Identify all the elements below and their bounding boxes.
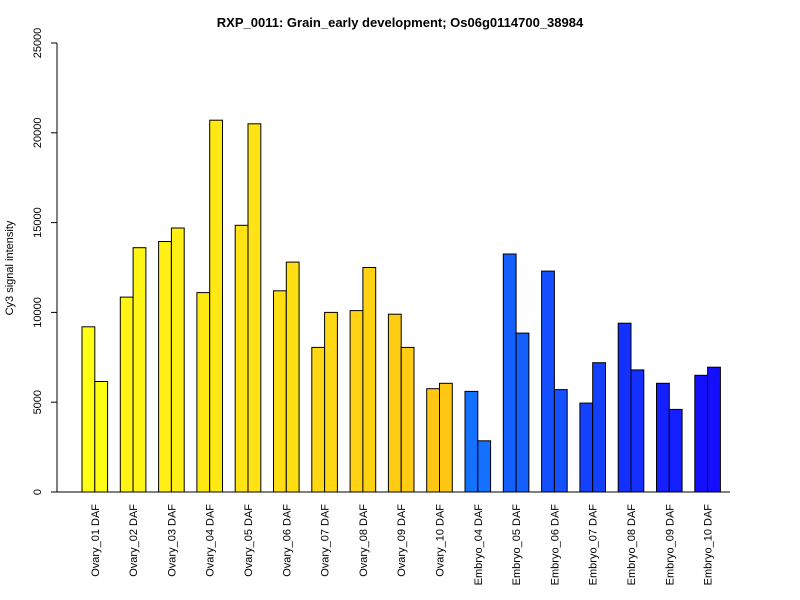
bar-23 (515, 332, 530, 493)
bar-20 (464, 390, 479, 493)
bar-31 (668, 408, 683, 493)
x-tick-label-7: Ovary_08 DAF (358, 504, 370, 577)
bar-0 (81, 326, 96, 493)
x-tick-label-13: Embryo_07 DAF (588, 504, 600, 586)
bar-16 (387, 313, 402, 493)
bar-22 (502, 253, 517, 493)
bar-2 (119, 296, 134, 493)
bar-14 (349, 310, 364, 493)
x-tick-label-15: Embryo_09 DAF (664, 504, 676, 586)
y-axis-label: Cy3 signal intensity (4, 220, 16, 315)
x-tick-label-10: Embryo_04 DAF (473, 504, 485, 586)
y-tick-label-5: 25000 (32, 28, 44, 59)
chart-title: RXP_0011: Grain_early development; Os06g… (217, 15, 584, 30)
y-axis: 0 5000 10000 15000 20000 25000 (32, 28, 58, 495)
bar-32 (694, 374, 709, 493)
x-tick-label-0: Ovary_01 DAF (90, 504, 102, 577)
bar-21 (477, 440, 492, 493)
bar-11 (285, 261, 300, 493)
x-tick-label-16: Embryo_10 DAF (703, 504, 715, 586)
bar-7 (209, 119, 223, 493)
x-tick-label-4: Ovary_05 DAF (243, 504, 255, 577)
x-axis: Ovary_01 DAF Ovary_02 DAF Ovary_03 DAF Ovar… (57, 491, 730, 586)
x-tick-label-11: Embryo_05 DAF (511, 504, 523, 586)
y-tick-label-3: 15000 (32, 207, 44, 238)
bar-30 (656, 382, 670, 493)
bar-5 (170, 227, 185, 493)
bar-27 (592, 362, 607, 493)
bar-12 (311, 346, 326, 493)
bar-19 (439, 382, 453, 493)
bar-18 (426, 388, 441, 493)
bar-15 (362, 267, 377, 493)
bars-group (81, 119, 721, 493)
y-tick-label-0: 0 (32, 489, 44, 495)
x-tick-label-1: Ovary_02 DAF (128, 504, 140, 577)
bar-8 (234, 224, 249, 493)
bar-24 (541, 270, 555, 493)
bar-28 (617, 322, 632, 493)
x-tick-label-12: Embryo_06 DAF (549, 504, 561, 586)
bar-26 (579, 402, 594, 493)
bar-3 (132, 247, 147, 493)
y-tick-label-4: 20000 (32, 118, 44, 149)
y-tick-label-2: 10000 (32, 297, 44, 328)
x-tick-label-6: Ovary_07 DAF (320, 504, 332, 577)
bar-29 (630, 369, 645, 493)
x-tick-label-8: Ovary_09 DAF (396, 504, 408, 577)
bar-6 (196, 292, 211, 493)
bar-33 (707, 366, 721, 493)
x-tick-label-2: Ovary_03 DAF (166, 504, 178, 577)
x-tick-label-5: Ovary_06 DAF (281, 504, 293, 577)
bar-13 (324, 311, 338, 493)
bar-10 (273, 290, 287, 493)
y-tick-label-1: 5000 (32, 390, 44, 414)
x-tick-label-9: Ovary_10 DAF (435, 504, 447, 577)
bar-4 (158, 241, 172, 493)
bar-1 (94, 381, 109, 493)
bar-25 (553, 389, 568, 493)
x-tick-label-14: Embryo_08 DAF (626, 504, 638, 586)
bar-17 (400, 346, 415, 493)
x-tick-label-3: Ovary_04 DAF (205, 504, 217, 577)
bar-9 (247, 123, 262, 493)
